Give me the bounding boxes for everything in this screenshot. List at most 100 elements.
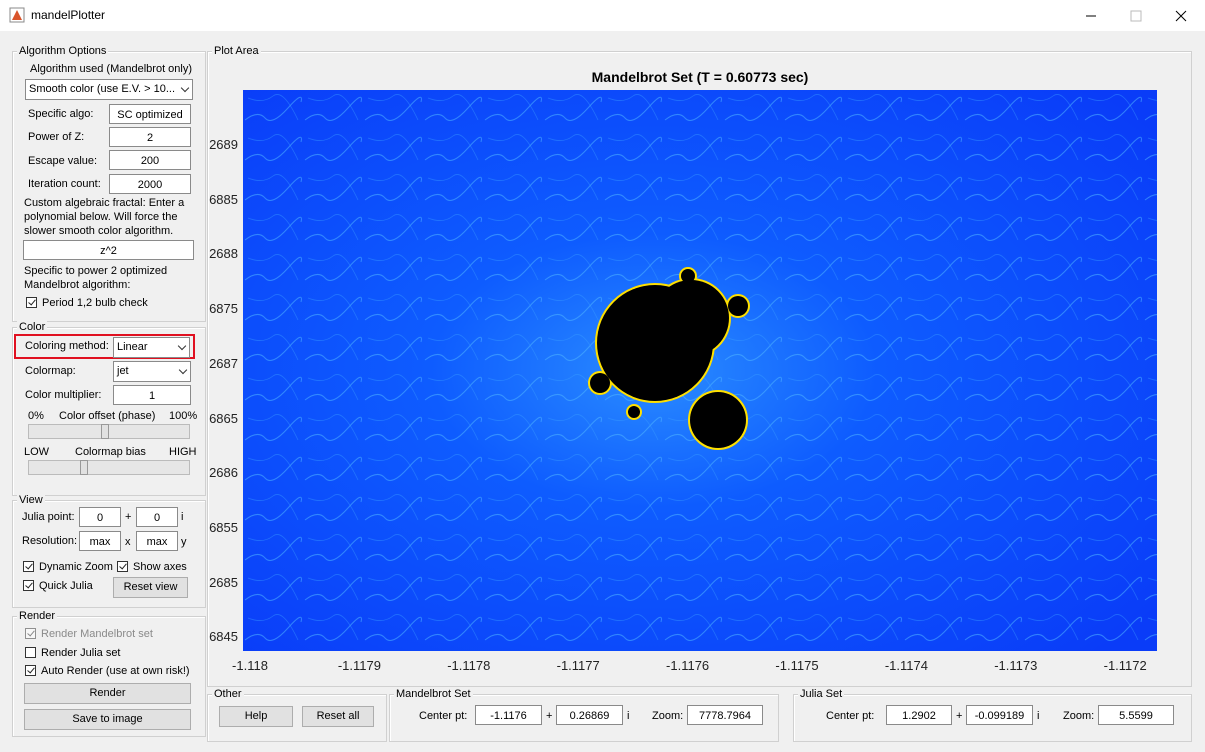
checkbox[interactable] [26,297,37,308]
text-input[interactable]: 7778.7964 [687,705,763,725]
checkbox-label: Render Julia set [41,647,121,659]
checkbox[interactable] [117,561,128,572]
y-tick-label: 6855 [209,519,238,535]
label: Center pt: [826,710,875,722]
text-input[interactable]: -0.099189 [966,705,1033,725]
y-tick-label: 2686 [209,465,238,481]
window-controls[interactable] [1080,8,1195,24]
y-tick-label: 2685 [209,574,238,590]
render-panel: Render [12,610,206,737]
offset-slider[interactable] [28,424,190,439]
window-title: mandelPlotter [31,8,106,22]
y-tick-label: 2688 [209,246,238,262]
x-tick-label: -1.1173 [994,658,1038,673]
algorithm-panel: Algorithm Options [12,45,206,322]
label: Iteration count: [28,178,101,190]
label: Specific algo: [28,108,94,120]
x-tick-label: -1.1175 [775,658,819,673]
text-input[interactable]: 2 [109,127,191,147]
text-input[interactable]: max [136,531,178,551]
panel-legend: Other [212,688,244,700]
label: x [125,536,131,548]
text-input[interactable]: z^2 [23,240,194,260]
panel-legend: Algorithm Options [17,45,109,57]
checkbox [25,628,36,639]
label: Color multiplier: [25,389,102,401]
checkbox-label: Dynamic Zoom [39,561,113,573]
label: Algorithm used (Mandelbrot only) [30,63,193,75]
x-tick-label: -1.1177 [556,658,600,673]
label: Colormap: [25,365,76,377]
text-input[interactable]: 0 [136,507,178,527]
x-tick-label: -1.1172 [1103,658,1147,673]
coloring-method-dropdown[interactable]: Linear [113,337,190,358]
text-input[interactable]: 1 [113,385,191,405]
label: Power of Z: [28,131,85,143]
y-tick-label: 2689 [209,137,238,152]
y-tick-label: 6875 [209,301,238,317]
panel-legend: View [17,494,45,506]
text-input[interactable]: 200 [109,150,191,170]
text-input[interactable]: 0.26869 [556,705,623,725]
x-tick-label: -1.1179 [337,658,381,673]
reset-all-button[interactable]: Reset all [302,706,374,727]
app-icon [9,7,25,23]
panel-legend: Color [17,321,48,333]
julia-panel: Julia Set [793,688,1192,742]
panel-legend: Mandelbrot Set [394,688,473,700]
panel-legend: Julia Set [798,688,845,700]
x-tick-label: -1.1178 [447,658,491,673]
checkbox[interactable] [23,561,34,572]
text-input[interactable]: max [79,531,121,551]
view-panel: View [12,494,206,608]
label: 0% [28,410,44,422]
label: LOW [24,446,50,458]
label: Julia point: [22,511,75,523]
checkbox[interactable] [25,665,36,676]
x-tick-label: -1.118 [232,658,268,673]
label: + [125,511,132,523]
label: 100% [169,410,198,422]
y-tick-label: 6885 [209,191,238,207]
text-input[interactable]: -1.1176 [475,705,542,725]
panel-legend: Render [17,610,58,622]
checkbox-label: Show axes [133,561,187,573]
checkbox-label: Auto Render (use at own risk!) [41,665,190,677]
text-input[interactable]: 1.2902 [886,705,952,725]
plot-panel: Plot Area [207,45,1192,687]
help-button[interactable]: Help [219,706,293,727]
label: Color offset (phase) [59,410,156,422]
colormap-dropdown[interactable]: jet [113,361,191,382]
fractal-image[interactable] [243,90,1157,651]
text-input[interactable]: SC optimized [109,104,191,124]
save-button[interactable]: Save to image [24,709,191,730]
reset-view-button[interactable]: Reset view [113,577,188,598]
checkbox-label: Period 1,2 bulb check [42,297,148,309]
y-tick-label: 6845 [209,629,238,645]
text-input[interactable]: 0 [79,507,121,527]
checkbox[interactable] [25,647,36,658]
render-button[interactable]: Render [24,683,191,704]
text-input[interactable]: 2000 [109,174,191,194]
label: Resolution: [22,535,78,547]
label: Center pt: [419,710,468,722]
label: + [546,710,553,722]
color-panel: Color [12,321,206,496]
other-panel: Other [207,688,387,742]
bias-slider[interactable] [28,460,190,475]
title-bar [0,0,1205,31]
label: Escape value: [28,155,98,167]
checkbox-label: Quick Julia [39,580,93,592]
help-text: Custom algebraic fractal: Enter a polyno… [24,197,185,237]
panel-legend: Plot Area [212,45,261,57]
help-text: Specific to power 2 optimized Mandelbrot… [24,265,168,291]
label: Zoom: [1063,710,1095,722]
algorithm-dropdown[interactable]: Smooth color (use E.V. > 10... [25,79,193,100]
y-tick-label: 6865 [209,410,238,426]
label: + [956,710,963,722]
checkbox[interactable] [23,580,34,591]
x-tick-label: -1.1176 [666,658,710,673]
text-input[interactable]: 5.5599 [1098,705,1174,725]
